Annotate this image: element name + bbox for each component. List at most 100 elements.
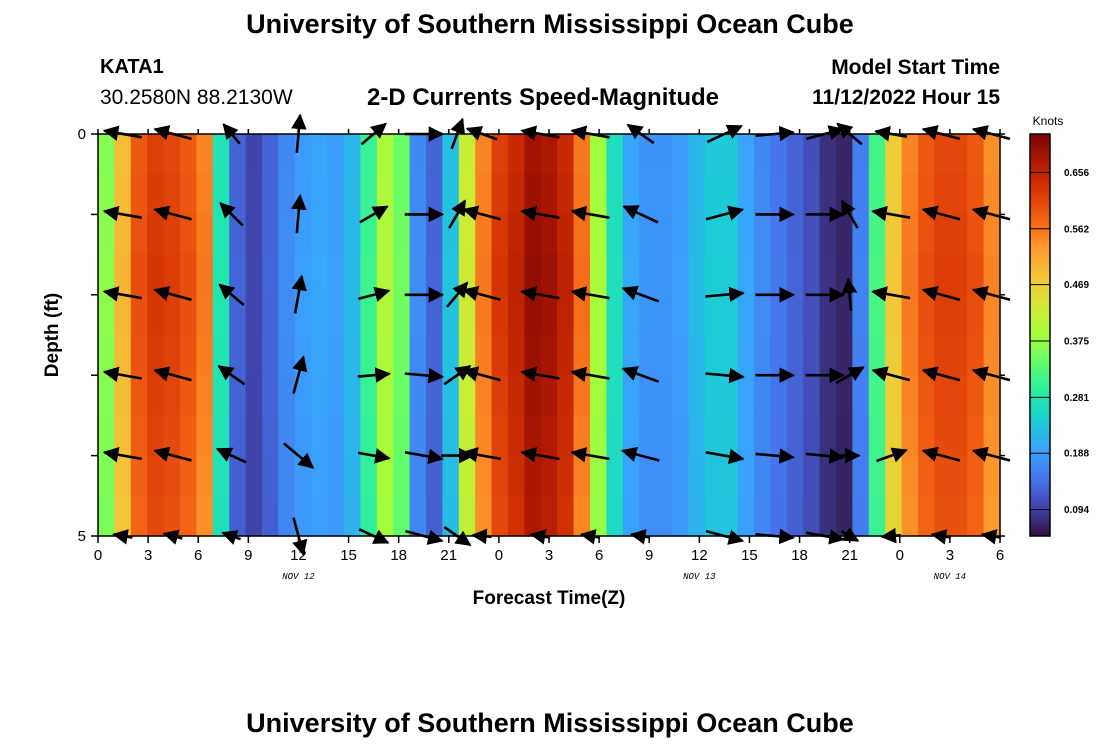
heatmap-cell [737,214,755,256]
heatmap-cell [967,134,985,175]
x-tick-label: 3 [946,547,954,564]
heatmap-cell [114,455,132,497]
heatmap-cell [163,134,181,175]
current-vector-arrow [520,366,560,383]
heatmap-cell [508,455,525,497]
heatmap-cell [721,174,739,215]
heatmap-cell [475,495,493,537]
heatmap-cell [360,294,378,336]
heatmap-cell [229,335,247,376]
heatmap-cell [409,254,427,296]
heatmap-cell [590,335,607,376]
heatmap-cell [262,174,279,215]
heatmap-cell [426,375,443,416]
heatmap-cell [360,455,378,497]
heatmap-cell [721,214,739,256]
current-vector-arrow [921,446,961,462]
heatmap-cell [721,495,739,537]
heatmap-cell [294,134,312,175]
heatmap-cell [934,415,952,457]
heatmap-cell [524,495,542,537]
colorbar-ramp [1029,133,1051,537]
heatmap-cell [803,134,821,175]
heatmap-cell [721,254,739,296]
heatmap-cell [688,455,706,497]
heatmap-cell [737,294,755,336]
heatmap-cell [130,335,148,376]
heatmap-cell [475,415,493,457]
heatmap-cell [590,455,607,497]
heatmap-cell [639,214,657,256]
y-axis-title: Depth (ft) [42,293,63,377]
heatmap-cell [98,134,115,175]
current-vector-arrow [291,274,307,314]
heatmap-cell [147,174,165,215]
heatmap-cell [950,375,968,416]
heatmap-cell [114,174,132,215]
heatmap-cell [327,174,345,215]
heatmap-cell [754,495,771,537]
heatmap-cell [704,495,722,537]
current-vector-arrow [570,205,610,222]
heatmap-cell [934,375,952,416]
heatmap-cell [458,134,476,175]
heatmap-cell [573,455,591,497]
current-vector-arrow [570,286,610,302]
x-tick-label: 21 [440,547,457,564]
heatmap-cell [540,254,558,296]
heatmap-cell [967,415,985,457]
heatmap-cell [672,254,689,296]
heatmap-cell [114,375,132,416]
current-vector-arrow [520,447,560,463]
heatmap-cell [721,375,739,416]
current-vector-arrow [219,202,244,227]
heatmap-cell [245,134,263,175]
heatmap-cell [360,174,378,215]
heatmap-cell [245,174,263,215]
heatmap-cell [606,335,624,376]
heatmap-cell [114,254,132,296]
heatmap-cell [212,214,230,256]
heatmap-cell [622,415,640,457]
heatmap-cell [114,214,132,256]
heatmap-cell [458,335,476,376]
heatmap-cell [360,134,378,175]
heatmap-cell [229,174,247,215]
heatmap-cell [950,455,968,497]
current-vector-arrow [153,366,192,382]
heatmap-cell [376,294,394,336]
heatmap-cell [229,134,247,175]
heatmap-cell [918,455,935,497]
heatmap-cell [557,294,575,336]
colorbar-tick-label: 0.094 [1064,505,1089,516]
current-vector-arrow [840,199,859,229]
heatmap-cell [147,415,165,457]
heatmap-cell [786,214,804,256]
heatmap-cell [212,294,230,336]
heatmap-cell [950,335,968,376]
heatmap-cell [147,495,165,537]
heatmap-cell [180,495,197,537]
heatmap-cell [393,455,411,497]
heatmap-cell [130,495,148,537]
heatmap-cell [212,415,230,457]
heatmap-cell [426,495,443,537]
heatmap-cell [967,214,985,256]
heatmap-cell [196,335,214,376]
heatmap-cell [409,134,427,175]
heatmap-cell [245,455,263,497]
current-vector-arrow [153,205,192,221]
heatmap-cell [294,254,312,296]
heatmap-cell [688,495,706,537]
heatmap-cell [639,375,657,416]
heatmap-cell [934,254,952,296]
heatmap-cells [98,134,1001,537]
heatmap-cell [491,134,509,175]
heatmap-cell [491,335,509,376]
heatmap-cell [540,214,558,256]
heatmap-cell [196,415,214,457]
heatmap-cell [770,294,788,336]
heatmap-cell [885,214,903,256]
heatmap-cell [655,375,673,416]
heatmap-cell [573,174,591,215]
